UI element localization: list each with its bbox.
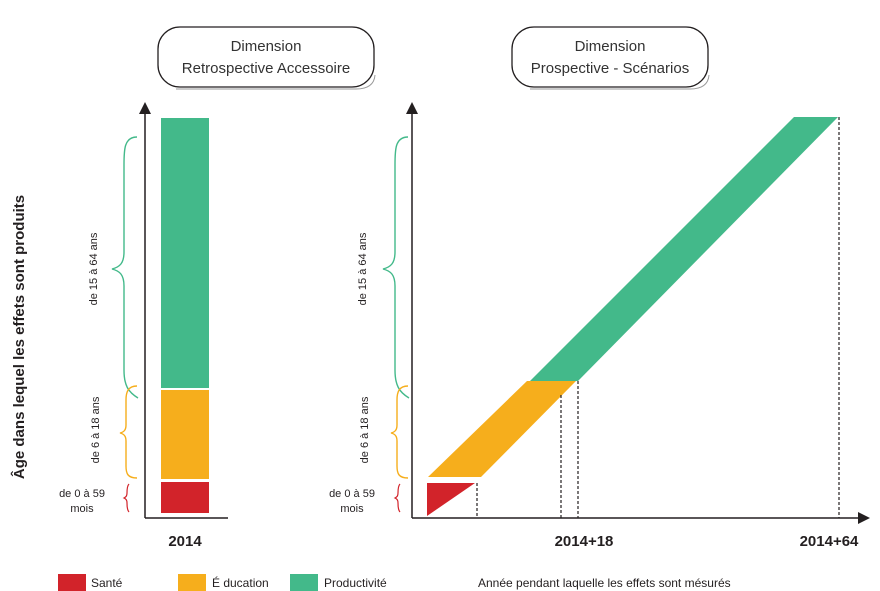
right-label-0-59-line2: mois xyxy=(340,503,364,515)
right-label-0-59-line1: de 0 à 59 xyxy=(329,488,375,500)
right-panel: Dimension Prospective - Scénarios de 15 … xyxy=(329,26,870,550)
right-x-tick-2014-18: 2014+18 xyxy=(555,533,614,550)
right-band-education xyxy=(428,381,576,477)
left-label-15-64: de 15 à 64 ans xyxy=(88,232,100,305)
right-band-productivite xyxy=(530,117,838,381)
left-title-line1: Dimension xyxy=(231,38,302,55)
left-brace-0-59 xyxy=(122,483,130,513)
right-brace-0-59 xyxy=(393,483,401,513)
right-x-tick-2014-64: 2014+64 xyxy=(800,533,859,550)
right-title-line1: Dimension xyxy=(575,38,646,55)
x-axis-caption: Année pendant laquelle les effets sont m… xyxy=(478,576,731,590)
left-panel: Dimension Retrospective Accessoire de 15… xyxy=(59,26,376,550)
right-brace-15-64 xyxy=(382,136,410,399)
left-bar-education xyxy=(161,390,209,479)
legend: Santé É ducation Productivité xyxy=(58,574,387,591)
legend-swatch-productivite xyxy=(290,574,318,591)
legend-swatch-education xyxy=(178,574,206,591)
legend-label-sante: Santé xyxy=(91,576,123,590)
right-band-sante xyxy=(427,483,475,516)
legend-label-productivite: Productivité xyxy=(324,576,387,590)
left-x-tick-2014: 2014 xyxy=(168,533,202,550)
right-label-6-18: de 6 à 18 ans xyxy=(359,396,371,463)
left-label-0-59-line1: de 0 à 59 xyxy=(59,488,105,500)
left-title-box: Dimension Retrospective Accessoire xyxy=(157,26,376,90)
left-bar-sante xyxy=(161,482,209,513)
left-label-0-59-line2: mois xyxy=(70,503,94,515)
legend-swatch-sante xyxy=(58,574,86,591)
right-brace-6-18 xyxy=(390,385,409,479)
left-brace-6-18 xyxy=(119,385,138,479)
left-label-6-18: de 6 à 18 ans xyxy=(90,396,102,463)
left-brace-15-64 xyxy=(111,136,139,399)
right-title-line2: Prospective - Scénarios xyxy=(531,60,689,77)
y-axis-label: Âge dans lequel les effets sont produits xyxy=(10,195,28,479)
left-bar-productivite xyxy=(161,118,209,388)
legend-label-education: É ducation xyxy=(212,575,269,590)
left-title-line2: Retrospective Accessoire xyxy=(182,60,350,77)
right-title-box: Dimension Prospective - Scénarios xyxy=(511,26,710,90)
right-label-15-64: de 15 à 64 ans xyxy=(357,232,369,305)
